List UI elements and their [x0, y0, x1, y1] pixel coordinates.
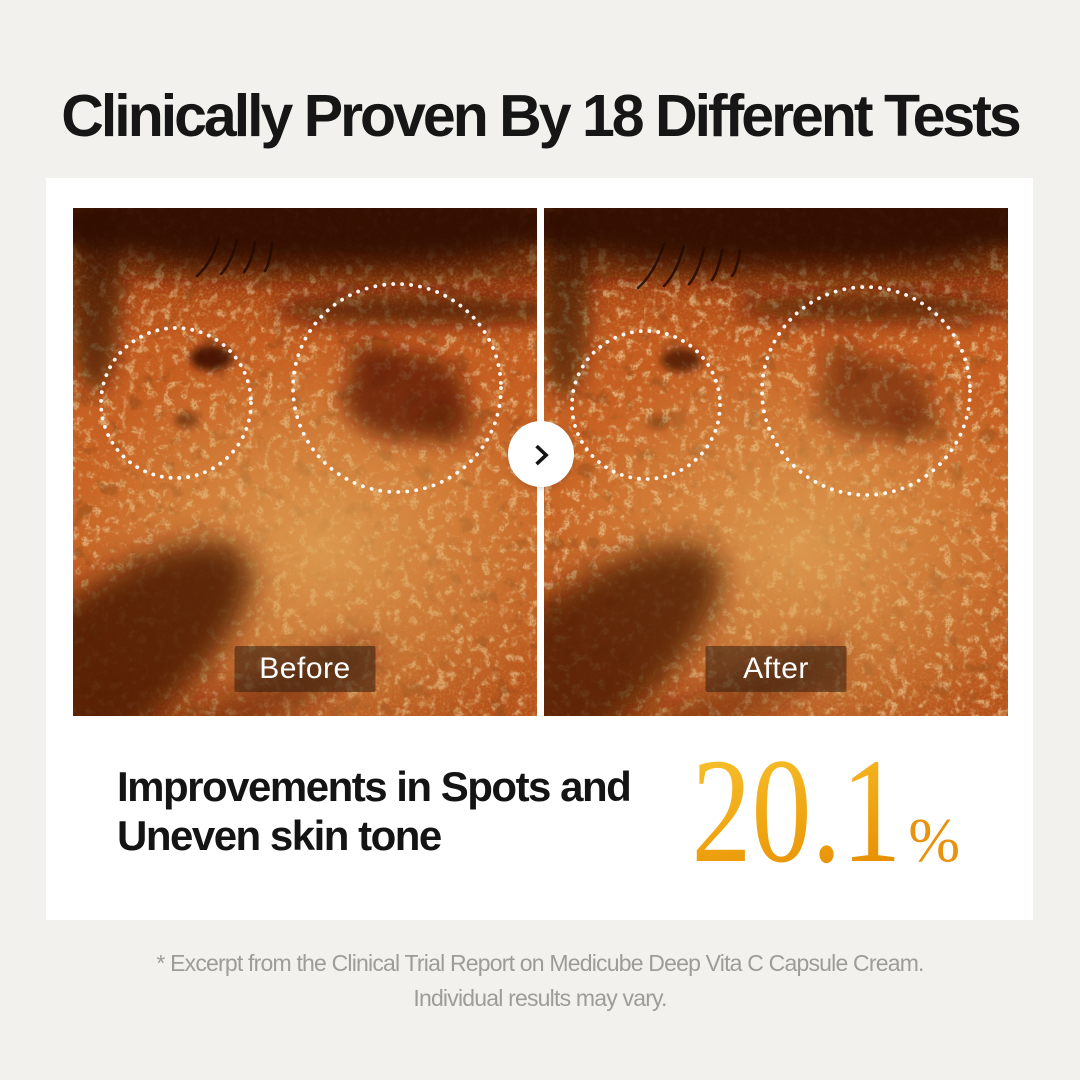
stat-row: Improvements in Spots and Uneven skin to…	[117, 736, 960, 886]
stat-description-line2: Uneven skin tone	[117, 811, 442, 859]
eyelashes	[195, 236, 274, 278]
dotted-highlight-circles	[570, 285, 972, 497]
page-title: Clinically Proven By 18 Different Tests	[61, 83, 1021, 149]
chevron-right-icon	[535, 444, 549, 465]
pigment-spots-small	[647, 348, 701, 429]
stat-value: 20.1%	[639, 736, 960, 886]
before-skin-photo	[73, 208, 537, 716]
eyelashes	[636, 242, 742, 290]
before-image: Before	[73, 208, 537, 716]
before-label: Before	[234, 646, 376, 692]
stat-description-line1: Improvements in Spots and	[117, 762, 632, 810]
after-label: After	[705, 646, 847, 692]
clinical-result-card: Before	[46, 178, 1033, 920]
stat-description: Improvements in Spots and Uneven skin to…	[117, 762, 632, 860]
pigment-spots-small	[175, 345, 232, 428]
footnote-line2: Individual results may vary.	[413, 985, 667, 1011]
before-after-comparison: Before	[73, 208, 1008, 716]
stat-unit: %	[908, 806, 960, 875]
footnote: * Excerpt from the Clinical Trial Report…	[0, 946, 1080, 1016]
stat-number: 20.1	[691, 727, 902, 894]
pigment-spots-large	[816, 343, 944, 442]
pigment-spots-large	[343, 340, 477, 444]
next-arrow-button[interactable]	[507, 421, 574, 487]
dotted-highlight-circles	[99, 282, 503, 494]
after-image: After	[544, 208, 1008, 716]
footnote-line1: * Excerpt from the Clinical Trial Report…	[156, 950, 924, 976]
brow-shadow	[544, 208, 1008, 398]
after-skin-photo	[544, 208, 1008, 716]
